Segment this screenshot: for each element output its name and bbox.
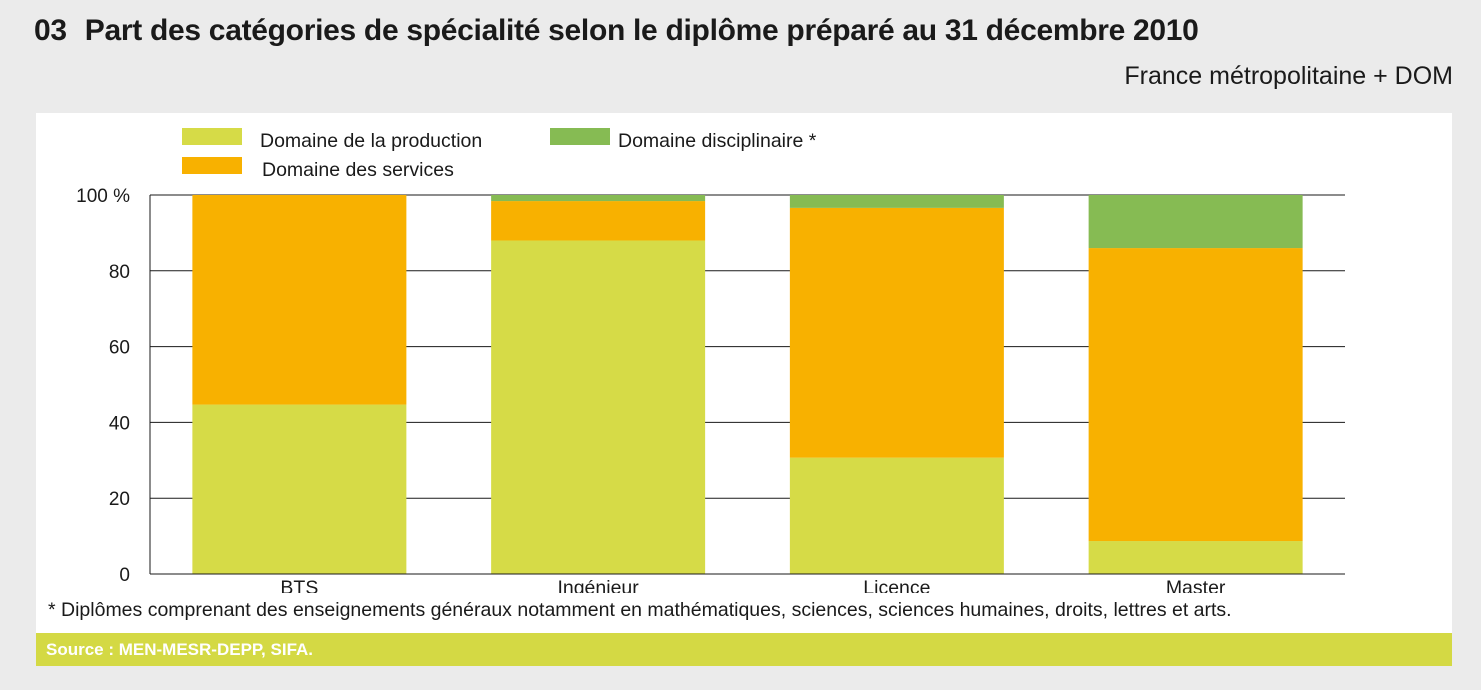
chart-panel: Domaine de la production Domaine des serv… — [36, 113, 1452, 633]
x-tick-label: Ingénieur — [557, 577, 639, 593]
bar-segment — [1088, 541, 1303, 574]
bar-segment — [491, 240, 706, 574]
x-tick-labels: BTS Ingénieur Licence Master — [280, 577, 1226, 593]
legend: Domaine de la production Domaine des serv… — [182, 128, 817, 181]
bar-segment — [192, 195, 407, 405]
bar-group-master — [1088, 195, 1303, 574]
footnote: * Diplômes comprenant des enseignements … — [48, 599, 1232, 621]
y-tick-label: 40 — [109, 413, 130, 434]
legend-swatch — [182, 157, 242, 174]
x-tick-label: Licence — [863, 577, 930, 593]
x-tick-label: BTS — [280, 577, 318, 593]
legend-label: Domaine disciplinaire * — [618, 130, 817, 152]
y-tick-labels: 0 20 40 60 80 100 % — [76, 186, 130, 586]
bar-segment — [192, 404, 407, 574]
bar-segment — [789, 457, 1004, 574]
figure-title: Part des catégories de spécialité selon … — [84, 14, 1199, 47]
y-tick-label: 20 — [109, 489, 130, 510]
bar-segment — [491, 195, 706, 202]
legend-item: Domaine disciplinaire * — [550, 128, 817, 152]
figure-number: 03 — [34, 14, 67, 47]
legend-swatch — [182, 128, 242, 145]
bars — [192, 195, 1303, 574]
x-tick-label: Master — [1166, 577, 1226, 593]
y-tick-label: 80 — [109, 262, 130, 283]
legend-swatch — [550, 128, 610, 145]
y-tick-label: 100 % — [76, 186, 130, 207]
stacked-bar-chart: Domaine de la production Domaine des serv… — [76, 128, 1345, 593]
bar-segment — [1088, 248, 1303, 542]
bar-segment — [789, 207, 1004, 458]
bar-segment — [491, 201, 706, 241]
legend-item: Domaine des services — [182, 157, 454, 181]
chart-subtitle: France métropolitaine + DOM — [1124, 62, 1453, 90]
legend-label: Domaine des services — [262, 159, 454, 181]
chart-title: 03 Part des catégories de spécialité selo… — [34, 14, 1199, 48]
bar-segment — [1088, 195, 1303, 249]
bar-group-licence — [789, 195, 1004, 574]
axes — [149, 195, 1345, 575]
y-tick-label: 0 — [119, 565, 130, 586]
bar-group-bts — [192, 195, 407, 574]
bar-segment — [789, 195, 1004, 208]
bar-group-ingnieur — [491, 195, 706, 574]
y-tick-label: 60 — [109, 338, 130, 359]
source-text: Source : MEN-MESR-DEPP, SIFA. — [46, 640, 314, 659]
legend-label: Domaine de la production — [260, 130, 482, 152]
source-bar: Source : MEN-MESR-DEPP, SIFA. — [36, 633, 1452, 666]
legend-item: Domaine de la production — [182, 128, 482, 152]
